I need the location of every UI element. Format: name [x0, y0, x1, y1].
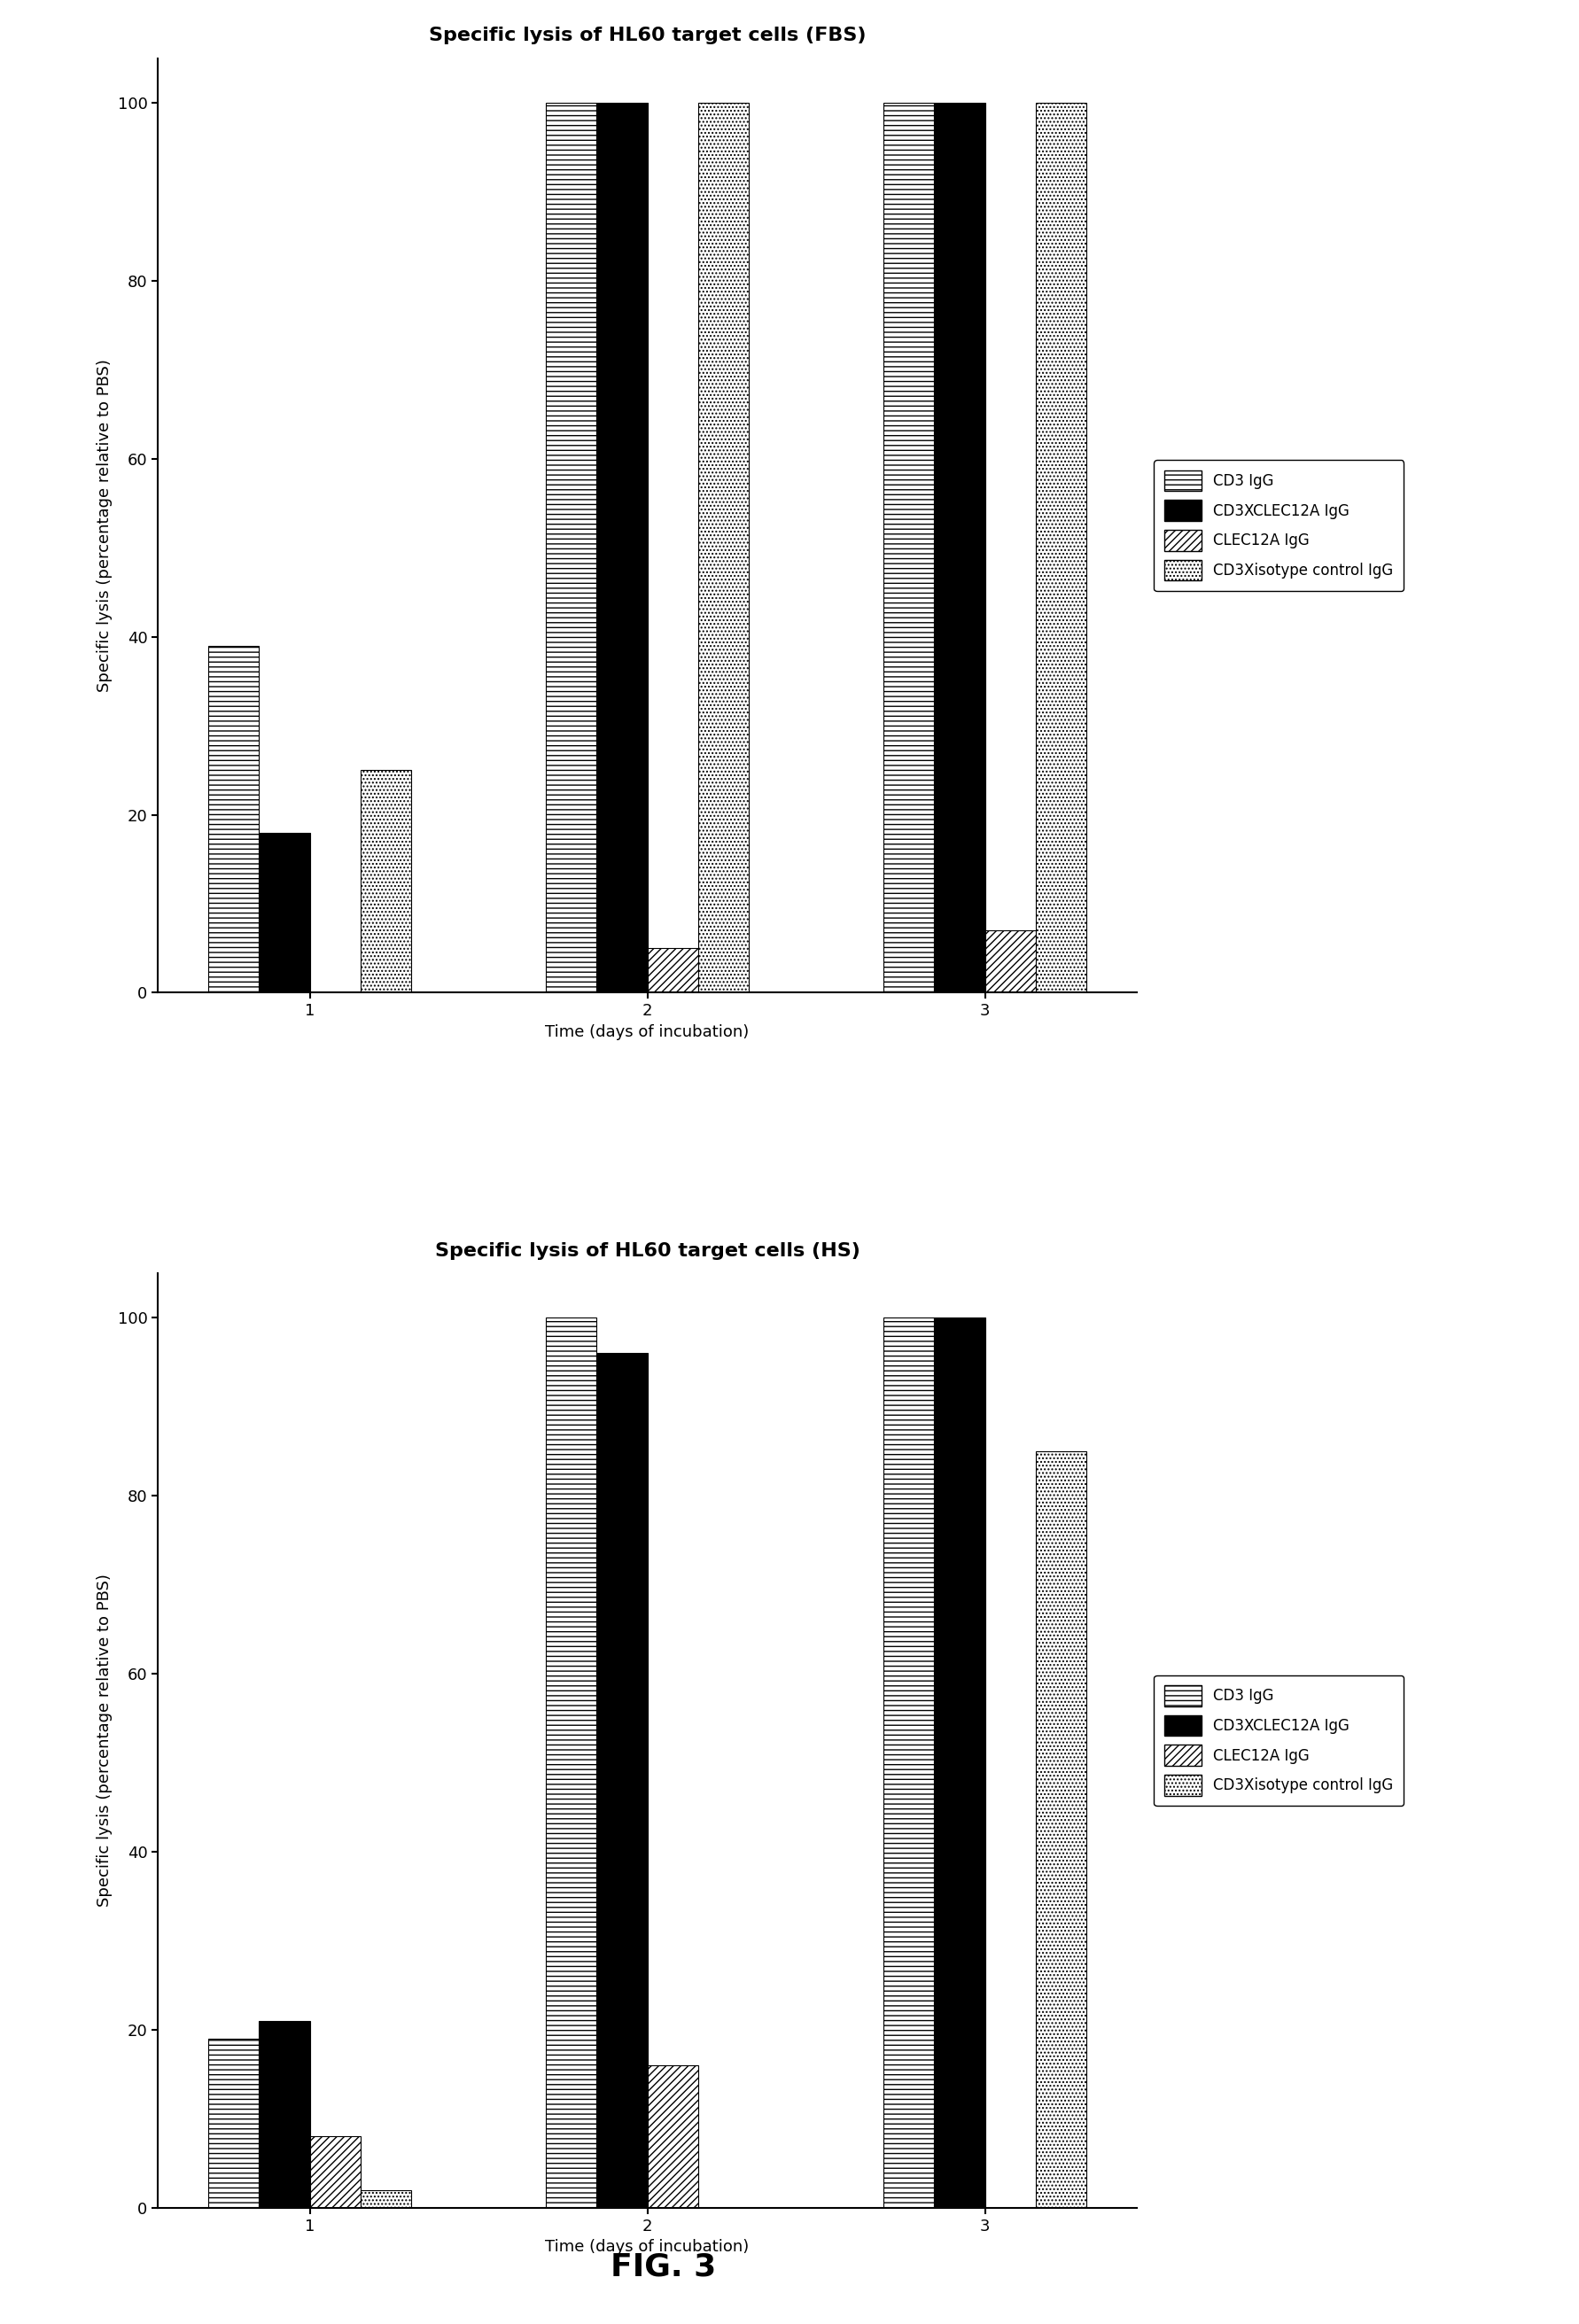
Bar	[546, 1318, 597, 2208]
Bar	[309, 2136, 360, 2208]
Bar	[935, 102, 985, 992]
Bar	[259, 832, 309, 992]
Bar	[647, 948, 698, 992]
Bar	[208, 646, 259, 992]
Bar	[1036, 102, 1086, 992]
Bar	[360, 2189, 411, 2208]
Bar	[208, 2038, 259, 2208]
Y-axis label: Specific lysis (percentage relative to PBS): Specific lysis (percentage relative to P…	[96, 1573, 112, 1908]
X-axis label: Time (days of incubation): Time (days of incubation)	[545, 1025, 750, 1041]
Bar	[935, 1318, 985, 2208]
Bar	[360, 769, 411, 992]
Y-axis label: Specific lysis (percentage relative to PBS): Specific lysis (percentage relative to P…	[96, 358, 112, 693]
Legend: CD3 IgG, CD3XCLEC12A IgG, CLEC12A IgG, CD3Xisotype control IgG: CD3 IgG, CD3XCLEC12A IgG, CLEC12A IgG, C…	[1154, 460, 1404, 590]
Bar	[259, 2022, 309, 2208]
Bar	[597, 1353, 647, 2208]
Bar	[546, 102, 597, 992]
Text: FIG. 3: FIG. 3	[611, 2252, 715, 2282]
Bar	[1036, 1450, 1086, 2208]
Title: Specific lysis of HL60 target cells (FBS): Specific lysis of HL60 target cells (FBS…	[429, 26, 865, 44]
Bar	[698, 102, 748, 992]
Bar	[884, 1318, 935, 2208]
Bar	[884, 102, 935, 992]
X-axis label: Time (days of incubation): Time (days of incubation)	[545, 2238, 750, 2254]
Bar	[647, 2066, 698, 2208]
Bar	[985, 930, 1036, 992]
Bar	[597, 102, 647, 992]
Legend: CD3 IgG, CD3XCLEC12A IgG, CLEC12A IgG, CD3Xisotype control IgG: CD3 IgG, CD3XCLEC12A IgG, CLEC12A IgG, C…	[1154, 1676, 1404, 1806]
Title: Specific lysis of HL60 target cells (HS): Specific lysis of HL60 target cells (HS)	[434, 1241, 861, 1260]
